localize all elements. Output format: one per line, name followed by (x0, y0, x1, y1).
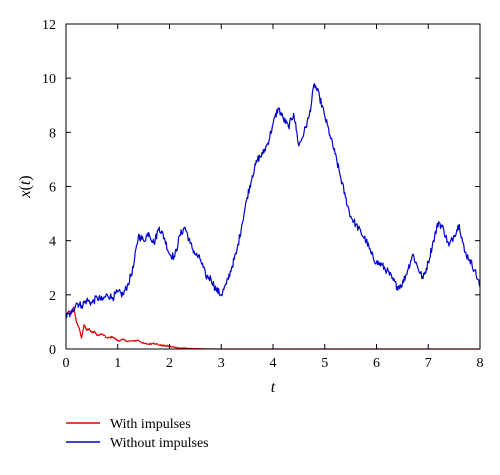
y-tick-label: 6 (49, 181, 56, 196)
y-tick-label: 4 (49, 235, 56, 250)
x-tick-label: 1 (114, 356, 121, 371)
y-axis-label: x(t) (17, 175, 34, 198)
x-axis-label: t (271, 379, 276, 396)
x-tick-label: 4 (270, 356, 277, 371)
legend-label: With impulses (110, 417, 191, 432)
series-line-without-impulses (65, 82, 481, 319)
legend-label: Without impulses (110, 436, 209, 451)
x-tick-label: 3 (218, 356, 225, 371)
y-tick-label: 2 (49, 289, 56, 304)
legend: With impulses Without impulses (66, 417, 209, 451)
x-tick-label: 8 (477, 356, 484, 371)
x-tick-label: 2 (166, 356, 173, 371)
y-tick-label: 0 (49, 343, 56, 358)
y-tick-label: 10 (42, 72, 56, 87)
y-tick-label: 12 (42, 18, 56, 33)
y-tick-label: 8 (49, 126, 56, 141)
x-tick-label: 5 (321, 356, 328, 371)
x-tick-label: 6 (373, 356, 380, 371)
x-tick-label: 7 (425, 356, 432, 371)
x-tick-label: 0 (63, 356, 70, 371)
